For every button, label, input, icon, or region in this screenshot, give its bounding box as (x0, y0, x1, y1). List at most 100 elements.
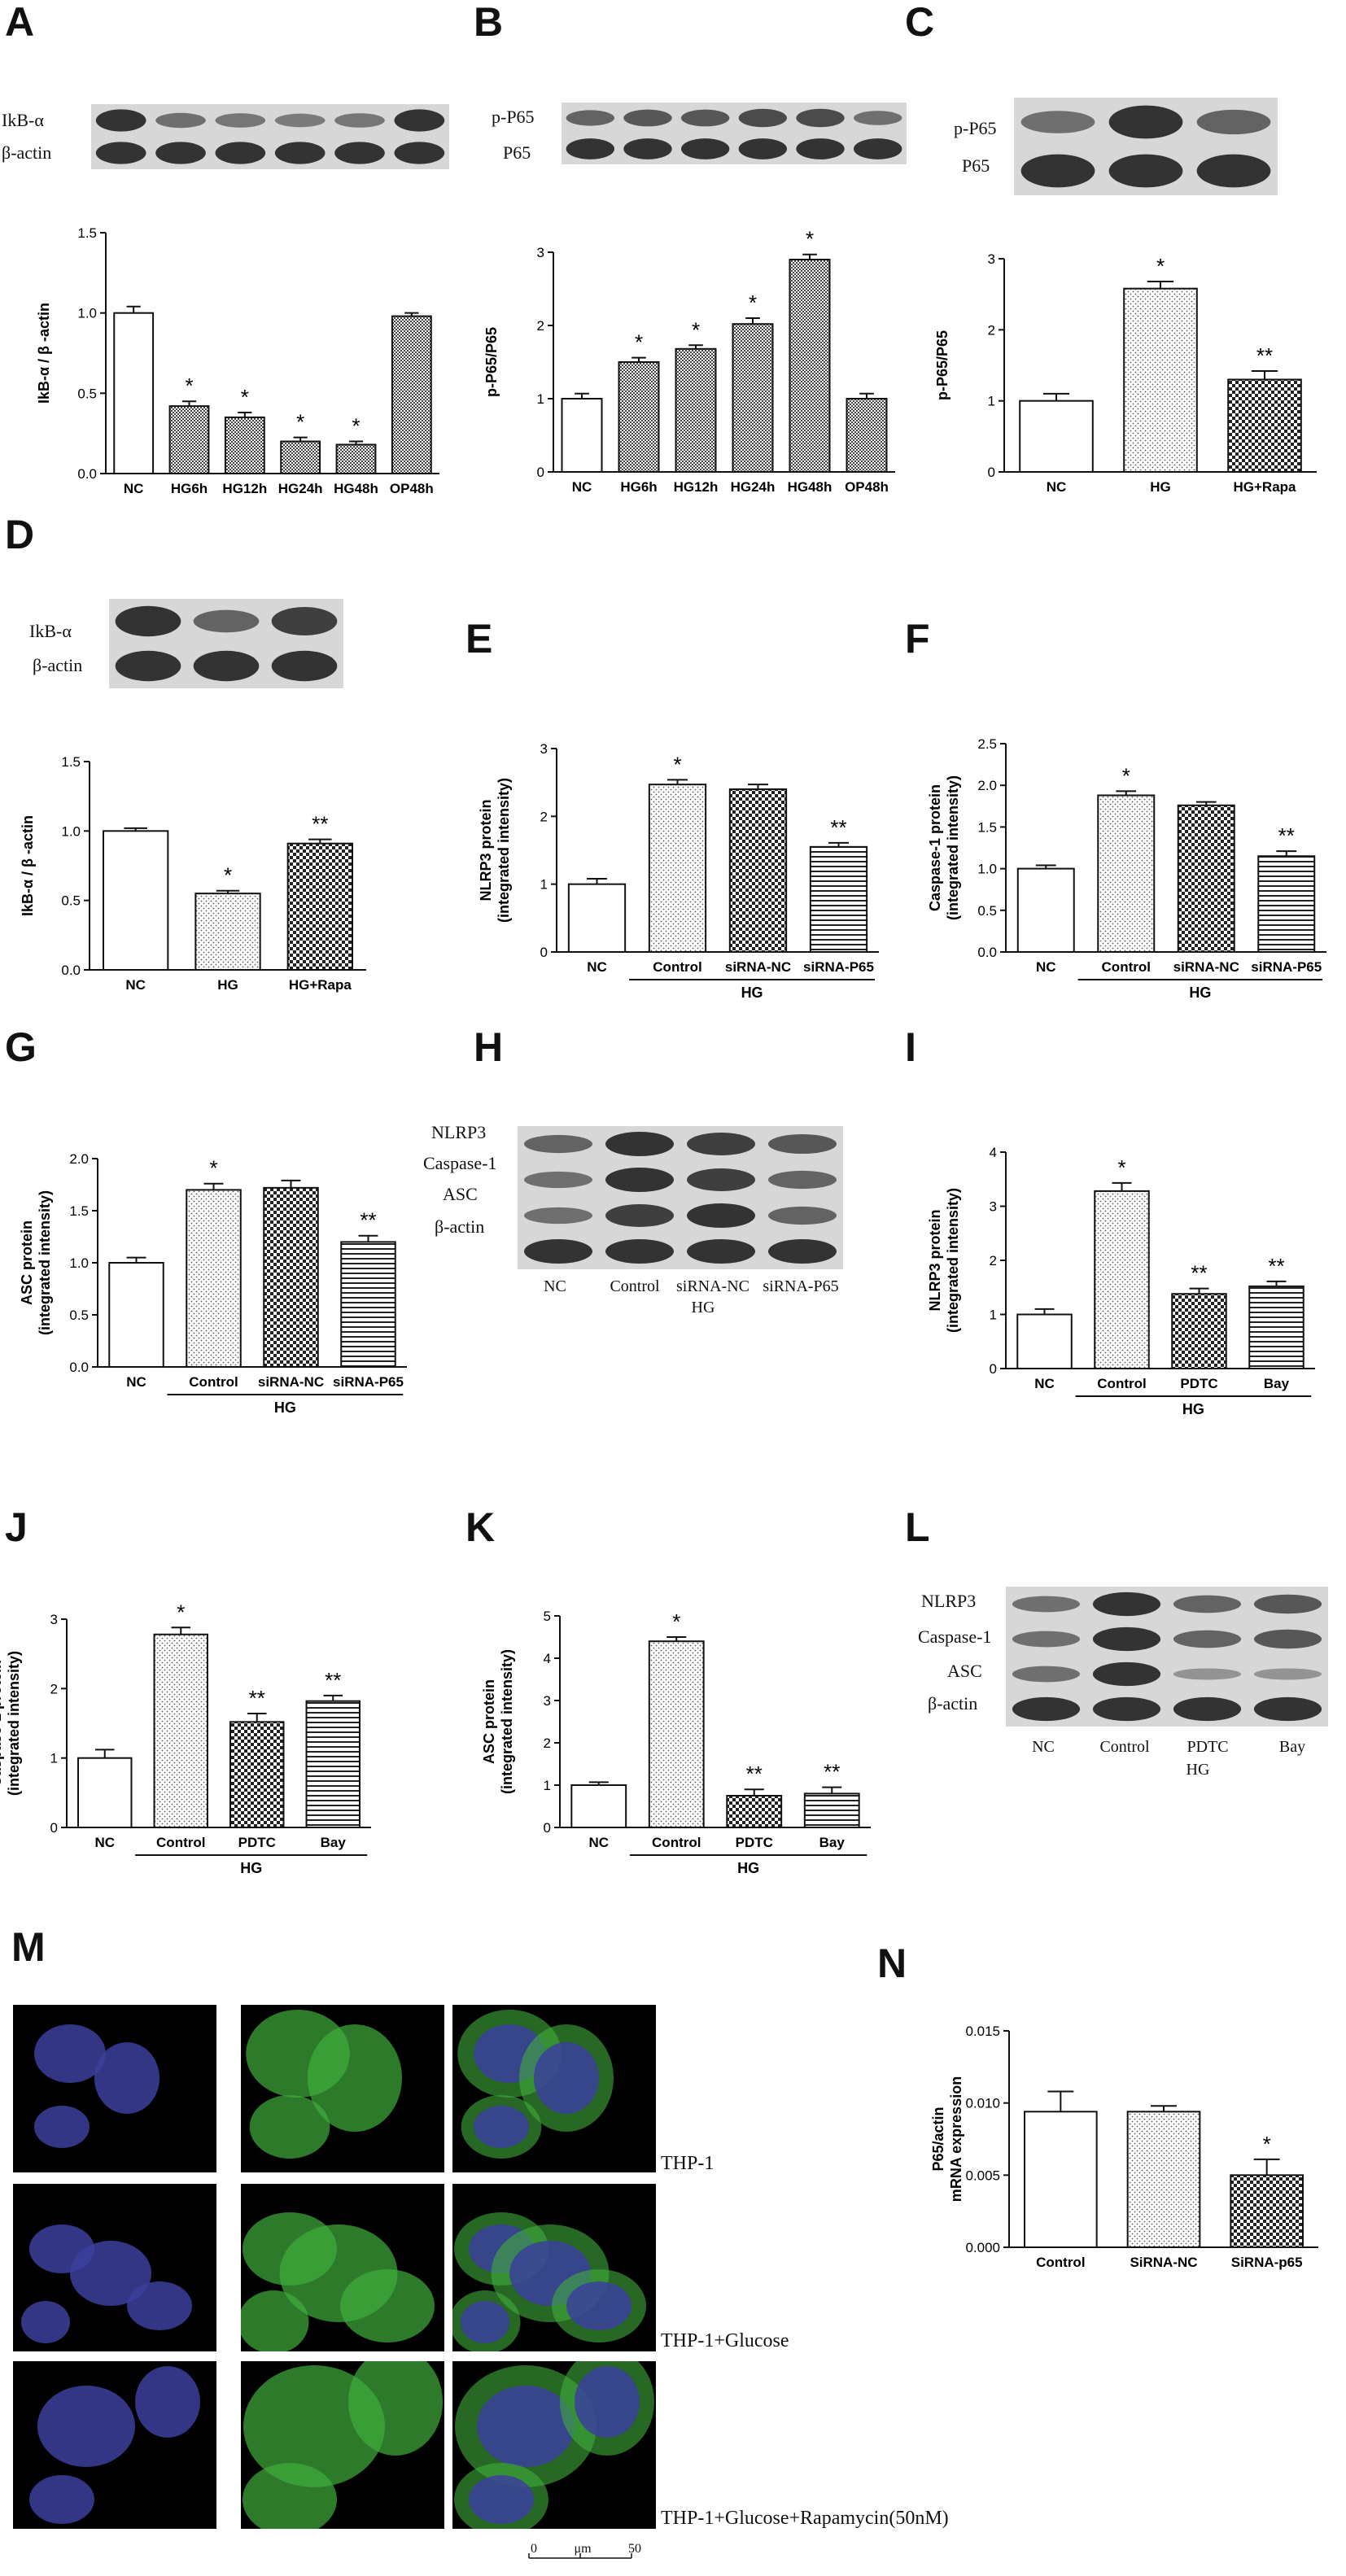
error-bar (575, 392, 589, 399)
y-tick-label: 1.5 (69, 1203, 89, 1219)
blot-h-row-1-label: NLRP3 (431, 1122, 487, 1142)
chart-a: 0.0 0.5 1.0 1.5 IkB-α / β -actin NC * HG6h * HG12… (36, 225, 439, 496)
error-bar (358, 1234, 378, 1242)
error-bar (1251, 369, 1278, 380)
panel-label-m: M (11, 1924, 46, 1970)
cytoplasm-stain (243, 2463, 337, 2529)
cytoplasm-stain (249, 2095, 330, 2159)
error-bar (588, 1781, 609, 1785)
y-tick-label: 1.0 (61, 823, 81, 839)
blot-band (687, 1133, 755, 1155)
nucleus-stain (461, 2301, 509, 2343)
y-tick-label: 0.5 (77, 386, 97, 401)
blot-b-image (562, 103, 907, 164)
y-tick-label: 3 (990, 1199, 997, 1215)
bar (1016, 867, 1075, 954)
y-tick-label: 3 (50, 1612, 58, 1627)
bar (1177, 804, 1235, 953)
microscopy-tile (452, 2361, 656, 2529)
x-tick-label: Control (1036, 2255, 1085, 2270)
y-tick-label: 0 (988, 465, 995, 480)
error-bar (828, 841, 849, 847)
blot-band (738, 138, 788, 159)
nucleus-stain (135, 2366, 200, 2438)
y-tick-label: 1.5 (77, 225, 97, 241)
bar (732, 323, 774, 473)
micro-row-3-label: THP-1+Glucose+Rapamycin(50nM) (661, 2508, 949, 2529)
blot-band (853, 111, 902, 125)
blot-h-image (518, 1126, 843, 1269)
blot-l-group-label: HG (1186, 1761, 1210, 1779)
blot-band (1020, 111, 1095, 133)
error-bar (1112, 1181, 1132, 1191)
blot-h-lane-3: siRNA-NC (675, 1277, 750, 1295)
scale-tick-0: 0 (531, 2542, 537, 2556)
bar (803, 1792, 860, 1828)
scale-unit: μm (574, 2542, 592, 2556)
y-tick-label: 0.005 (965, 2168, 1000, 2183)
significance-mark: * (209, 1156, 217, 1181)
blot-band (768, 1133, 837, 1155)
bar (224, 416, 265, 474)
blot-a-row-2-label: β-actin (2, 142, 52, 163)
x-tick-label: Control (653, 959, 701, 975)
chart-c: 0 1 2 3 p-P65/P65 NC * HG ** HG+Rapa (934, 251, 1317, 495)
nucleus-stain (34, 2106, 90, 2148)
panel-label-n: N (877, 1941, 907, 1986)
blot-band (95, 109, 146, 132)
bar (168, 405, 210, 474)
bar (1227, 378, 1302, 473)
blot-band (1173, 1668, 1242, 1680)
significance-mark: * (185, 373, 193, 398)
cytoplasm-stain (308, 2024, 402, 2132)
blot-band (271, 650, 338, 682)
error-bar (94, 1749, 115, 1758)
chart-j: 0 1 2 3 Caspase-1 protein (integrated intensi… (0, 1600, 371, 1876)
blot-band (215, 142, 266, 164)
x-tick-label: Bay (1264, 1376, 1290, 1391)
bar (229, 1721, 285, 1828)
bar (570, 1784, 627, 1828)
blot-band (623, 109, 672, 127)
blot-band (853, 138, 902, 159)
blot-band (768, 1206, 837, 1225)
blot-band (605, 1132, 674, 1156)
error-bar (748, 784, 768, 789)
y-tick-label: 0.015 (965, 2024, 1000, 2039)
y-tick-label: 0 (540, 945, 548, 960)
error-bar (1276, 850, 1297, 857)
nucleus-stain (70, 2241, 151, 2306)
microscopy-tile (13, 2361, 216, 2529)
x-tick-label: HG24h (278, 481, 323, 496)
panel-label-d: D (5, 512, 35, 557)
y-tick-label: 0.5 (977, 903, 997, 919)
x-tick-label: NC (126, 1374, 146, 1390)
group-label: HG (274, 1399, 296, 1416)
x-tick-label: siRNA-P65 (1251, 959, 1322, 975)
blot-band (680, 109, 730, 127)
blot-l-row-4-label: β-actin (928, 1693, 978, 1714)
x-tick-label: SiRNA-p65 (1231, 2255, 1303, 2270)
chart-i: 0 1 2 3 4 NLRP3 protein (integrated intensity)… (927, 1145, 1315, 1417)
microscopy-tile (241, 2361, 444, 2529)
error-bar (1035, 864, 1056, 869)
chart-g: 0.0 0.5 1.0 1.5 2.0 ASC protein (integrated in… (19, 1151, 407, 1416)
panel-label-f: F (905, 616, 930, 661)
nucleus-stain (94, 2042, 160, 2114)
y-axis-label: (integrated intensity) (945, 775, 961, 920)
y-axis-label: p-P65/P65 (483, 327, 500, 397)
y-axis-label: IkB-α / β -actin (36, 303, 52, 404)
x-tick-label: HG12h (222, 481, 267, 496)
y-axis-label: (integrated intensity) (6, 1651, 22, 1796)
y-tick-label: 1 (544, 1778, 551, 1793)
error-bar (181, 400, 197, 407)
error-bar (323, 1694, 343, 1701)
y-tick-label: 2.0 (69, 1151, 89, 1167)
x-tick-label: NC (94, 1835, 115, 1850)
microscopy-tile (241, 2184, 444, 2351)
scale-bar (528, 2553, 632, 2559)
blot-band (274, 142, 326, 164)
bar (1230, 2174, 1304, 2248)
micro-row-2-label: THP-1+Glucose (661, 2330, 789, 2351)
group-label: HG (1182, 1401, 1204, 1417)
